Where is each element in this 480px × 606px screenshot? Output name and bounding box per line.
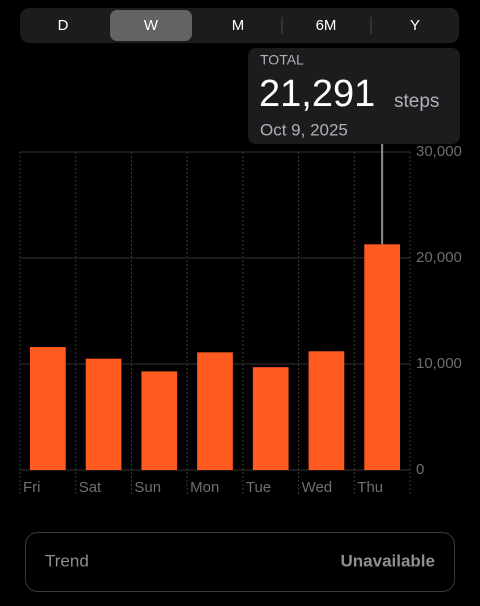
trend-value: Unavailable	[341, 551, 436, 570]
trend-card[interactable]	[25, 532, 455, 592]
trend-label: Trend	[45, 551, 89, 570]
x-tick-label: Sat	[79, 479, 102, 496]
bar	[197, 352, 233, 470]
x-tick-label: Thu	[357, 479, 383, 496]
callout	[248, 48, 460, 144]
callout-label: TOTAL	[260, 52, 304, 68]
y-tick-label: 0	[416, 461, 424, 478]
x-tick-label: Wed	[302, 479, 333, 496]
y-tick-label: 10,000	[416, 355, 462, 372]
x-tick-label: Mon	[190, 479, 219, 496]
bar	[364, 244, 400, 470]
bar	[252, 367, 289, 470]
x-tick-label: Sun	[134, 479, 161, 496]
segment[interactable]: M	[232, 17, 245, 34]
x-tick-label: Fri	[23, 479, 41, 496]
bar	[85, 358, 122, 470]
segment[interactable]: W	[144, 17, 159, 34]
bar	[141, 371, 178, 470]
y-tick-label: 30,000	[416, 143, 462, 160]
segment[interactable]: D	[58, 17, 69, 34]
segment[interactable]: Y	[410, 17, 420, 34]
bar	[308, 351, 345, 470]
callout-date: Oct 9, 2025	[260, 120, 348, 139]
bar	[30, 347, 66, 470]
callout-value: 21,291	[259, 73, 375, 115]
segment[interactable]: 6M	[316, 17, 337, 34]
x-tick-label: Tue	[246, 479, 271, 496]
callout-unit: steps	[394, 91, 439, 112]
y-tick-label: 20,000	[416, 249, 462, 266]
segment-selected[interactable]	[110, 10, 192, 41]
